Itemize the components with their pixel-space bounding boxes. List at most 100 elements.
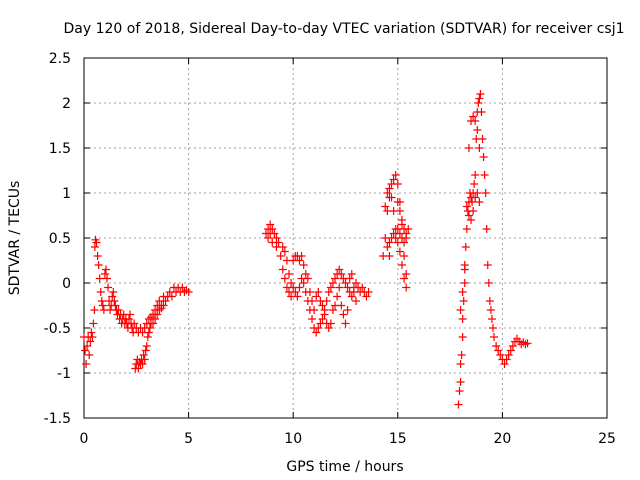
data-point xyxy=(268,225,277,233)
data-point xyxy=(460,279,469,287)
chart-title: Day 120 of 2018, Sidereal Day-to-day VTE… xyxy=(63,21,624,37)
data-point xyxy=(318,301,327,310)
x-axis-ticks: 0 5 10 15 20 25 xyxy=(80,58,616,447)
data-point xyxy=(471,117,480,125)
data-point xyxy=(297,252,306,260)
data-point xyxy=(455,387,464,395)
data-point xyxy=(130,319,139,328)
data-point xyxy=(468,198,477,206)
data-point xyxy=(278,265,287,274)
data-point xyxy=(140,324,149,332)
y-tick-label: 0 xyxy=(62,276,71,292)
data-point xyxy=(385,252,394,260)
data-point xyxy=(362,292,371,301)
data-point xyxy=(458,315,467,323)
data-point xyxy=(93,252,102,260)
data-point xyxy=(473,126,482,134)
data-point xyxy=(285,288,294,296)
data-point xyxy=(404,225,413,233)
data-point xyxy=(335,283,344,292)
data-point xyxy=(285,270,294,278)
data-point xyxy=(471,193,480,202)
data-point xyxy=(478,135,487,143)
data-point xyxy=(461,243,470,251)
data-point xyxy=(339,310,348,319)
series-2 xyxy=(262,220,373,337)
data-point xyxy=(477,108,486,116)
data-point xyxy=(393,180,402,188)
data-point xyxy=(385,238,394,247)
data-point xyxy=(400,274,409,283)
data-point xyxy=(402,283,411,292)
data-point xyxy=(316,297,325,305)
data-point xyxy=(462,225,471,233)
data-point xyxy=(287,279,296,287)
data-point xyxy=(402,270,411,278)
x-tick-label: 0 xyxy=(80,431,89,447)
data-point xyxy=(178,283,187,292)
data-point xyxy=(90,243,99,251)
y-tick-label: 2 xyxy=(62,96,71,112)
data-point xyxy=(140,355,149,364)
data-point xyxy=(149,319,158,328)
data-point xyxy=(98,301,107,310)
data-point xyxy=(155,306,164,314)
data-point xyxy=(100,270,109,278)
series-3 xyxy=(379,171,413,292)
data-point xyxy=(324,288,333,296)
data-point xyxy=(484,279,493,287)
data-point xyxy=(393,225,402,233)
data-point xyxy=(320,310,329,319)
data-point xyxy=(89,319,98,328)
data-point xyxy=(280,247,289,256)
data-point xyxy=(351,279,360,287)
data-point xyxy=(397,261,406,269)
data-point xyxy=(97,297,106,305)
data-point xyxy=(385,184,394,193)
data-point xyxy=(473,189,482,197)
data-point xyxy=(458,288,467,296)
data-point xyxy=(141,346,150,355)
data-point xyxy=(161,297,170,305)
data-point xyxy=(101,265,110,274)
data-point xyxy=(391,171,400,179)
data-point xyxy=(266,220,275,229)
data-point xyxy=(103,274,112,283)
data-point xyxy=(383,189,392,197)
data-point xyxy=(287,292,296,301)
data-point xyxy=(464,211,473,220)
data-point xyxy=(299,261,308,269)
data-point xyxy=(454,400,463,409)
data-point xyxy=(109,288,118,296)
data-point xyxy=(110,297,119,305)
data-point xyxy=(268,238,277,247)
data-point xyxy=(400,252,409,260)
data-point xyxy=(308,315,317,323)
data-point xyxy=(138,360,147,368)
data-point xyxy=(114,306,123,314)
data-point xyxy=(333,292,342,301)
data-point xyxy=(312,328,321,337)
data-point xyxy=(331,274,340,283)
data-point xyxy=(474,99,483,107)
data-point xyxy=(111,301,120,310)
data-point xyxy=(308,297,317,305)
data-point xyxy=(295,283,304,292)
data-point xyxy=(469,112,478,121)
data-point xyxy=(167,292,176,301)
data-point xyxy=(82,360,91,368)
data-point xyxy=(134,364,143,373)
data-point xyxy=(142,342,151,350)
data-point xyxy=(458,333,467,341)
x-tick-label: 15 xyxy=(389,431,407,447)
plot-frame xyxy=(83,57,608,419)
data-point xyxy=(492,342,501,350)
data-point xyxy=(139,351,148,359)
data-point xyxy=(326,319,335,328)
data-point xyxy=(86,337,95,346)
data-point xyxy=(482,225,491,233)
data-point xyxy=(480,171,489,179)
data-point xyxy=(88,333,97,341)
data-point xyxy=(349,288,358,296)
